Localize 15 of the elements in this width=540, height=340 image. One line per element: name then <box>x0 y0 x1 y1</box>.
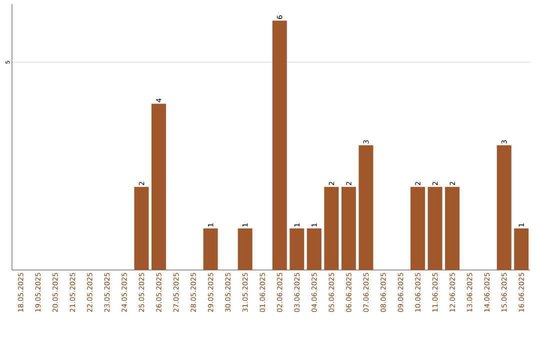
bar <box>514 228 529 270</box>
bar <box>203 228 218 270</box>
bar <box>496 145 512 270</box>
bar <box>341 186 356 270</box>
bar <box>272 20 287 270</box>
bar <box>445 186 460 270</box>
bar <box>152 104 166 270</box>
bar <box>238 228 252 270</box>
bar <box>410 186 426 270</box>
bar <box>428 186 442 270</box>
bar <box>358 145 374 270</box>
bar <box>324 186 339 270</box>
bar <box>306 228 322 270</box>
bar <box>134 186 149 270</box>
bar <box>290 228 304 270</box>
